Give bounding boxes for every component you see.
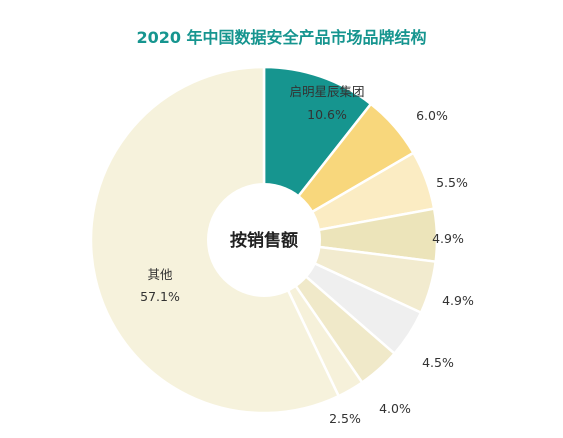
center-label: 按销售额 xyxy=(230,230,298,251)
slice-value-7: 2.5% xyxy=(329,411,361,426)
donut-hole xyxy=(207,183,321,297)
chart-title: 2020 年中国数据安全产品市场品牌结构 xyxy=(136,28,427,47)
slice-label-8: 其他 xyxy=(147,267,173,282)
slice-label-0: 启明星辰集团 xyxy=(289,84,364,99)
slice-value-5: 4.5% xyxy=(422,355,454,370)
slice-value-6: 4.0% xyxy=(379,401,411,416)
slice-value-8: 57.1% xyxy=(140,289,180,304)
slice-value-2: 5.5% xyxy=(436,175,468,190)
slice-value-4: 4.9% xyxy=(442,293,474,308)
slice-value-1: 6.0% xyxy=(416,108,448,123)
slice-value-0: 10.6% xyxy=(307,107,347,122)
slice-value-3: 4.9% xyxy=(432,231,464,246)
